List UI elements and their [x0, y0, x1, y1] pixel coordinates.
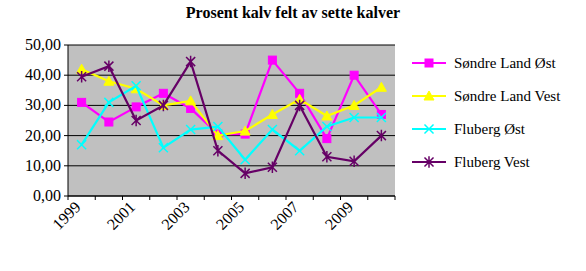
- legend-marker: [425, 157, 433, 167]
- grid-line: [68, 45, 395, 46]
- x-tick: [149, 196, 150, 200]
- plot-area: [68, 45, 395, 196]
- x-tick: [367, 196, 368, 200]
- data-point: [323, 135, 331, 143]
- title: Prosent kalv felt av sette kalver: [186, 4, 400, 21]
- data-point: [187, 57, 195, 67]
- data-point: [159, 89, 167, 97]
- data-point: [350, 71, 358, 79]
- x-tick: [204, 196, 205, 200]
- data-point: [350, 113, 358, 121]
- data-point: [132, 82, 140, 90]
- x-tick: [177, 196, 178, 200]
- data-point: [105, 118, 113, 126]
- y-tick: [64, 45, 68, 46]
- legend-marker: [425, 125, 433, 133]
- data-point: [268, 56, 276, 64]
- legend-label: Søndre Land Vest: [454, 88, 561, 104]
- x-tick: [313, 196, 314, 200]
- y-tick: [64, 196, 68, 197]
- data-point: [322, 111, 332, 120]
- y-tick-label: 40,00: [25, 66, 61, 83]
- x-tick-label: 2007: [267, 198, 302, 233]
- y-tick: [64, 105, 68, 106]
- legend-label: Fluberg Vest: [454, 154, 531, 170]
- y-axis: [68, 45, 69, 196]
- data-point: [296, 100, 304, 110]
- data-point: [132, 116, 140, 126]
- y-tick-label: 50,00: [25, 36, 61, 53]
- data-point: [268, 162, 276, 172]
- data-point: [105, 61, 113, 71]
- y-tick: [64, 165, 68, 166]
- x-tick-label: 1999: [49, 198, 84, 233]
- data-point: [187, 126, 195, 134]
- data-point: [78, 72, 86, 82]
- x-tick: [122, 196, 123, 200]
- data-point: [323, 123, 331, 131]
- grid-line: [68, 105, 395, 106]
- data-point: [349, 100, 359, 109]
- data-point: [268, 126, 276, 134]
- y-tick-label: 20,00: [25, 127, 61, 144]
- data-point: [159, 144, 167, 152]
- grid-line: [68, 135, 395, 136]
- data-point: [241, 156, 249, 164]
- data-point: [377, 113, 385, 121]
- data-point: [240, 126, 250, 135]
- data-point: [78, 141, 86, 149]
- x-tick-label: 2003: [158, 198, 193, 233]
- grid-line: [68, 75, 395, 76]
- legend-marker: [424, 91, 434, 100]
- x-tick: [95, 196, 96, 200]
- grid-line: [68, 165, 395, 166]
- data-point: [267, 109, 277, 118]
- x-tick-label: 2009: [322, 198, 357, 233]
- data-point: [377, 131, 385, 141]
- series-group: [77, 56, 387, 178]
- legend: Søndre Land Øst Søndre Land Vest Fluberg Ø…: [412, 55, 561, 170]
- legend-label: Søndre Land Øst: [454, 55, 556, 71]
- x-tick: [68, 196, 69, 200]
- x-tick-label: 2001: [104, 198, 139, 233]
- data-point: [158, 100, 168, 109]
- series-line: [82, 62, 382, 174]
- x-tick: [286, 196, 287, 200]
- y-tick: [64, 135, 68, 136]
- y-tick-label: 30,00: [25, 96, 61, 113]
- data-point: [323, 152, 331, 162]
- x-tick-label: 2005: [213, 198, 248, 233]
- data-point: [104, 76, 114, 85]
- data-point: [296, 147, 304, 155]
- data-point: [78, 98, 86, 106]
- data-point: [214, 146, 222, 156]
- y-tick-label: 0,00: [33, 187, 61, 204]
- chart: Prosent kalv felt av sette kalver 0,00 10,…: [0, 0, 586, 271]
- x-tick: [231, 196, 232, 200]
- data-point: [159, 100, 167, 110]
- data-point: [214, 123, 222, 131]
- data-point: [105, 98, 113, 106]
- x-tick: [258, 196, 259, 200]
- data-point: [241, 168, 249, 178]
- data-point: [132, 103, 140, 111]
- legend-marker: [425, 59, 433, 67]
- legend-label: Fluberg Øst: [454, 121, 526, 137]
- y-tick-label: 10,00: [25, 157, 61, 174]
- series-line: [82, 86, 382, 160]
- x-tick: [340, 196, 341, 200]
- x-tick: [395, 196, 396, 200]
- data-point: [350, 156, 358, 166]
- data-point: [186, 96, 196, 105]
- data-point: [376, 82, 386, 91]
- y-tick: [64, 75, 68, 76]
